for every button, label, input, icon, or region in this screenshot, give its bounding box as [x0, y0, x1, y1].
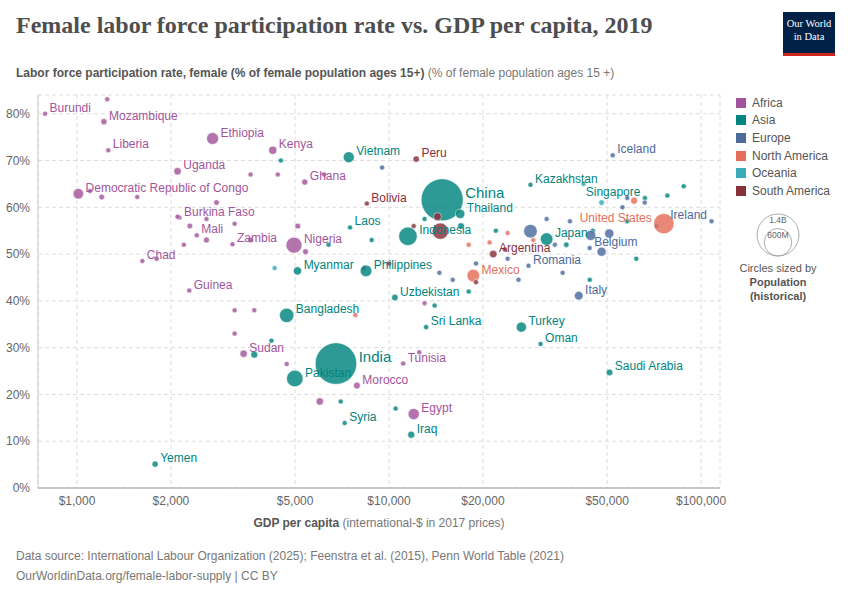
svg-text:Saudi Arabia: Saudi Arabia — [615, 359, 683, 373]
html-text:(historical): (historical) — [749, 290, 807, 302]
svg-text:50%: 50% — [8, 247, 30, 261]
svg-text:70%: 70% — [8, 154, 30, 168]
svg-text:Iceland: Iceland — [617, 142, 656, 156]
svg-text:60%: 60% — [8, 201, 30, 215]
svg-text:Thailand: Thailand — [467, 201, 513, 215]
svg-text:Myanmar: Myanmar — [304, 258, 354, 272]
svg-text:Bolivia: Bolivia — [371, 191, 407, 205]
svg-text:Belgium: Belgium — [594, 235, 637, 249]
svg-text:Laos: Laos — [355, 214, 381, 228]
svg-text:600M: 600M — [767, 230, 788, 240]
svg-text:Pakistan: Pakistan — [305, 366, 351, 380]
svg-text:$1,000: $1,000 — [59, 494, 96, 508]
svg-text:$2,000: $2,000 — [153, 494, 190, 508]
html-text:GDP per capita (international-: GDP per capita (international-$ in 2017 … — [253, 516, 505, 530]
svg-text:1.4B: 1.4B — [769, 215, 787, 225]
svg-text:Iraq: Iraq — [417, 422, 438, 436]
svg-text:10%: 10% — [8, 434, 30, 448]
html-text:Asia: Asia — [752, 113, 776, 128]
svg-text:Guinea: Guinea — [194, 278, 233, 292]
svg-text:Japan: Japan — [555, 226, 588, 240]
svg-text:Mexico: Mexico — [482, 263, 520, 277]
svg-text:India: India — [359, 348, 392, 365]
html-text:Circles sized by: Circles sized by — [739, 262, 817, 274]
html-text:Female labor force participati: Female labor force participation rate vs… — [16, 12, 653, 38]
svg-text:$10,000: $10,000 — [367, 494, 411, 508]
svg-text:Turkey: Turkey — [528, 314, 564, 328]
svg-text:Morocco: Morocco — [362, 373, 408, 387]
svg-text:20%: 20% — [8, 388, 30, 402]
html-text:Oceania: Oceania — [752, 166, 797, 181]
svg-text:Ireland: Ireland — [670, 208, 707, 222]
svg-text:Kazakhstan: Kazakhstan — [535, 172, 598, 186]
svg-text:Sri Lanka: Sri Lanka — [431, 314, 482, 328]
svg-text:40%: 40% — [8, 294, 30, 308]
svg-text:Mozambique: Mozambique — [109, 109, 178, 123]
svg-text:Peru: Peru — [421, 146, 446, 160]
html-text:Data source: International Lab: Data source: International Labour Organi… — [16, 549, 564, 563]
svg-text:Burkina Faso: Burkina Faso — [184, 205, 255, 219]
svg-text:Mali: Mali — [201, 222, 223, 236]
svg-text:Oman: Oman — [545, 331, 578, 345]
svg-text:Zambia: Zambia — [237, 231, 277, 245]
html-text:Europe: Europe — [752, 131, 791, 145]
svg-text:80%: 80% — [8, 107, 30, 121]
svg-text:Italy: Italy — [585, 283, 607, 297]
svg-text:Democratic Republic of Congo: Democratic Republic of Congo — [86, 181, 249, 195]
svg-text:Vietnam: Vietnam — [356, 144, 400, 158]
svg-text:Nigeria: Nigeria — [304, 232, 342, 246]
html-text:Our World: Our World — [786, 18, 832, 29]
svg-text:Egypt: Egypt — [421, 401, 452, 415]
html-text:Labor force participation rate: Labor force participation rate, female (… — [16, 66, 615, 80]
html-text:Africa: Africa — [752, 95, 783, 110]
svg-text:0%: 0% — [13, 481, 31, 495]
html-text:in Data: in Data — [793, 31, 825, 42]
svg-text:Burundi: Burundi — [50, 101, 91, 115]
html-text:South America: South America — [752, 183, 830, 198]
svg-text:Indonesia: Indonesia — [419, 223, 471, 237]
svg-text:Kenya: Kenya — [279, 137, 313, 151]
svg-text:Romania: Romania — [533, 252, 581, 267]
svg-text:Singapore: Singapore — [586, 185, 641, 199]
svg-text:$20,000: $20,000 — [461, 494, 505, 508]
svg-text:Philippines: Philippines — [374, 258, 432, 272]
svg-text:Uganda: Uganda — [183, 158, 225, 172]
svg-text:Argentina: Argentina — [499, 241, 551, 255]
svg-text:Ghana: Ghana — [310, 169, 346, 183]
svg-text:Chad: Chad — [147, 248, 176, 262]
svg-text:Yemen: Yemen — [160, 451, 197, 465]
html-text:OurWorldinData.org/female-labo: OurWorldinData.org/female-labor-supply |… — [16, 569, 278, 583]
svg-text:$5,000: $5,000 — [277, 494, 314, 508]
svg-text:China: China — [465, 184, 505, 201]
html-text:North America: North America — [752, 148, 828, 163]
html-text:Population: Population — [749, 276, 807, 288]
svg-text:Sudan: Sudan — [249, 341, 284, 355]
svg-text:Uzbekistan: Uzbekistan — [400, 285, 459, 299]
svg-text:Liberia: Liberia — [113, 137, 149, 151]
svg-text:Syria: Syria — [349, 410, 377, 424]
svg-text:Bangladesh: Bangladesh — [296, 302, 359, 316]
svg-text:30%: 30% — [8, 341, 30, 355]
svg-text:Ethiopia: Ethiopia — [221, 126, 265, 140]
svg-text:$50,000: $50,000 — [585, 494, 629, 508]
svg-text:Tunisia: Tunisia — [408, 351, 447, 365]
svg-text:United States: United States — [580, 211, 652, 225]
svg-text:$100,000: $100,000 — [676, 494, 726, 508]
